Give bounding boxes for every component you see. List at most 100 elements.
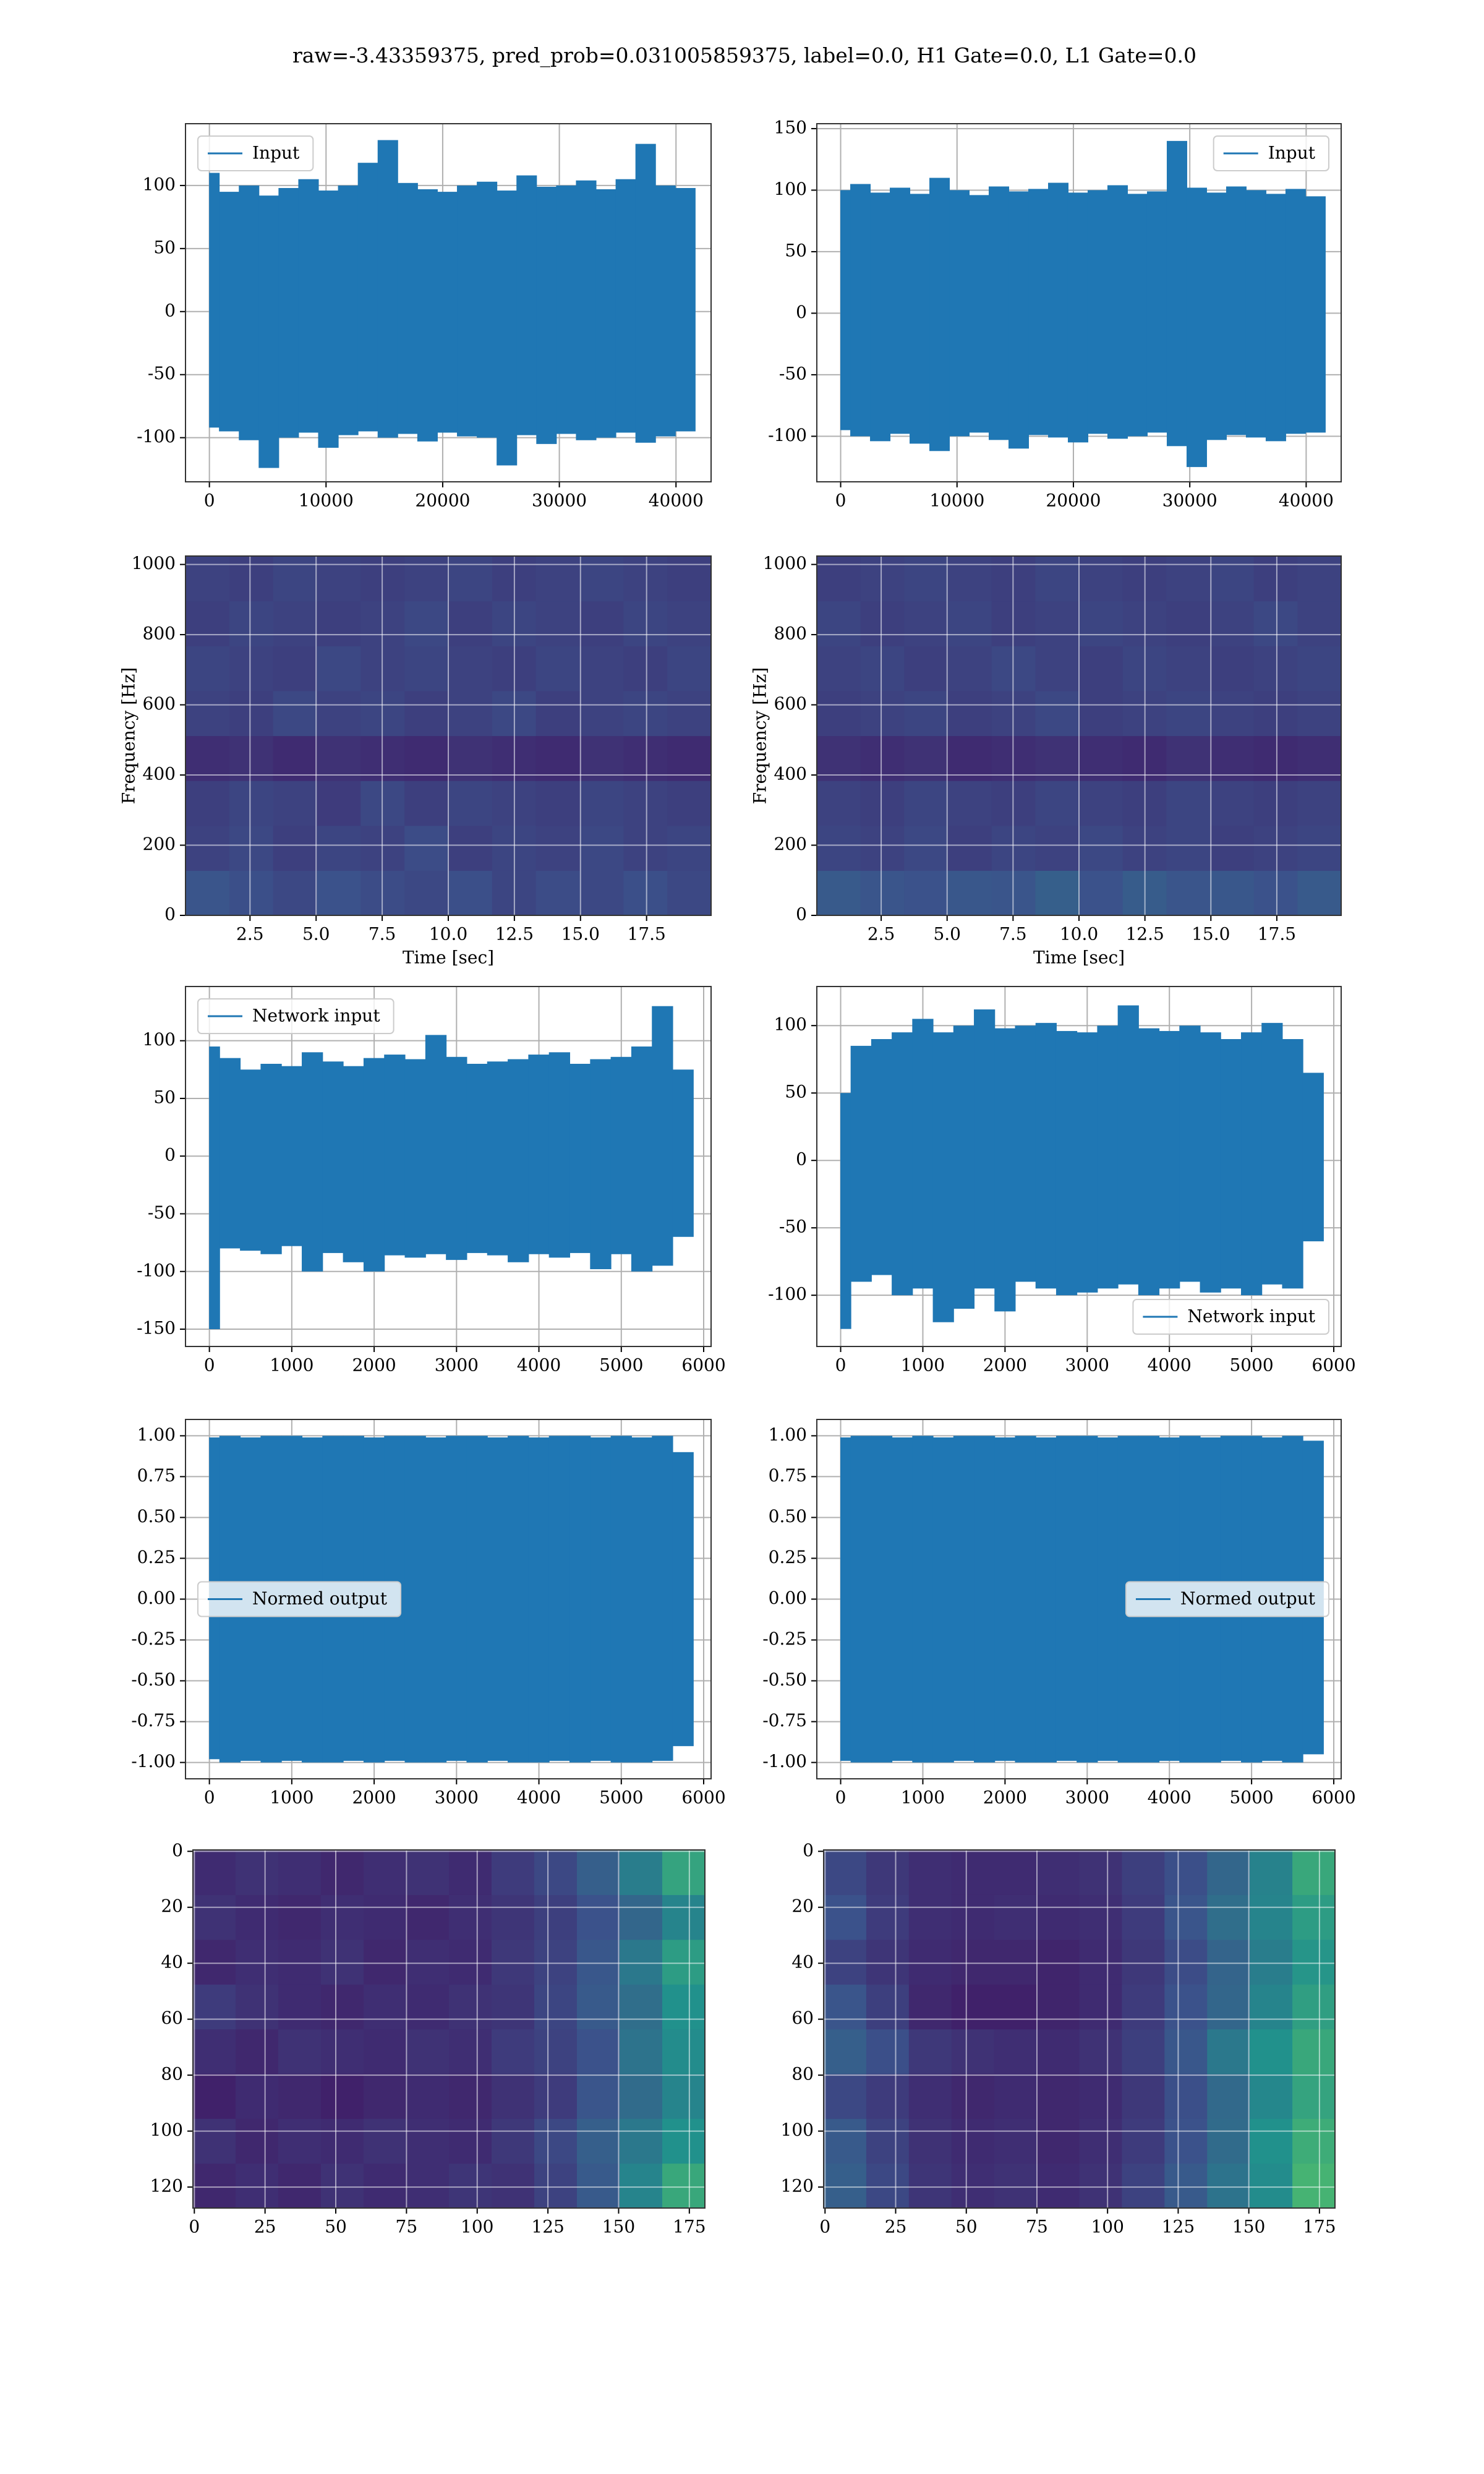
heatmap-cell: [951, 2163, 995, 2208]
heatmap-cell: [321, 2118, 364, 2164]
heatmap-cell: [623, 556, 668, 602]
x-tick-label: 25: [254, 2217, 276, 2237]
heatmap-cell: [492, 2073, 535, 2119]
signal-envelope: [949, 190, 970, 437]
signal-envelope: [929, 178, 950, 452]
heatmap-cell: [317, 735, 361, 781]
y-tick-label: 200: [774, 834, 807, 854]
signal-envelope: [850, 184, 871, 437]
x-tick-label: 0: [835, 490, 846, 511]
signal-envelope: [652, 1006, 673, 1266]
x-tick-label: 100: [461, 2217, 493, 2237]
y-tick-label: 100: [774, 1014, 807, 1035]
heatmap-cell: [1122, 2073, 1165, 2119]
x-tick-label: 0: [204, 1787, 215, 1808]
heatmap-cell: [620, 1894, 663, 1940]
heatmap-cell: [667, 646, 711, 691]
heatmap-cell: [817, 690, 861, 737]
heatmap-cell: [579, 646, 624, 691]
heatmap-cell: [1036, 2073, 1080, 2119]
signal-envelope: [377, 140, 398, 438]
heatmap-cell: [1250, 2029, 1293, 2074]
signal-envelope: [631, 1437, 653, 1763]
heatmap-cell: [662, 2029, 705, 2074]
heatmap-cell: [273, 870, 318, 915]
signal-envelope: [219, 192, 240, 432]
heatmap-cell: [948, 735, 992, 781]
heatmap-cell: [1253, 690, 1298, 737]
x-tick-label: 15.0: [561, 924, 600, 944]
axes-frame: [816, 555, 1342, 916]
signal-envelope: [1179, 1025, 1201, 1282]
heatmap-cell: [817, 735, 861, 781]
heatmap-cell: [667, 690, 711, 737]
heatmap-cell: [667, 556, 711, 602]
subplot: 2.5 5.0 7.5 10.0 12.5 15.0 17.5 0 200 400 600 800 10…: [750, 553, 1342, 968]
signal-envelope: [1009, 191, 1030, 449]
heatmap-cell: [948, 690, 992, 737]
heatmap-cell: [404, 781, 449, 826]
signal-envelope: [1186, 187, 1207, 468]
heatmap-cell: [321, 2029, 364, 2074]
y-tick-label: 0: [164, 300, 176, 320]
x-tick-label: 3000: [1065, 1355, 1109, 1376]
y-tick-label: 1000: [763, 553, 807, 573]
heatmap-cell: [994, 1894, 1038, 1940]
heatmap-cell: [579, 825, 624, 871]
heatmap-cell: [492, 2163, 535, 2208]
legend-box: [197, 1581, 402, 1617]
y-tick-label: 800: [143, 623, 176, 644]
heatmap-cell: [948, 556, 992, 602]
heatmap-cell: [860, 690, 905, 737]
heatmap-cell: [229, 601, 274, 646]
plot-area: [209, 1436, 694, 1763]
signal-envelope: [1241, 1032, 1263, 1296]
heatmap-cell: [236, 1984, 279, 2030]
x-tick-label: 40000: [649, 490, 704, 511]
signal-envelope: [655, 185, 676, 437]
signal-envelope: [1261, 1022, 1283, 1285]
plot-area: [186, 556, 711, 915]
heatmap-cell: [448, 601, 493, 646]
subplot: 0 1000 2000 3000 4000 5000 6000 -1.00 -0.75 -0.50…: [131, 1419, 726, 1808]
heatmap-cell: [404, 556, 449, 602]
x-tick-label: 5000: [599, 1355, 643, 1376]
heatmap-cell: [1166, 825, 1211, 871]
heatmap-cell: [1122, 1939, 1165, 1985]
heatmap-cell: [577, 1939, 620, 1985]
heatmap-cell: [994, 1939, 1038, 1985]
y-tick-label: 600: [774, 693, 807, 714]
x-tick-label: 5.0: [302, 924, 330, 944]
signal-envelope: [1055, 1436, 1078, 1761]
heatmap-cell: [994, 2118, 1038, 2164]
x-tick-label: 2000: [983, 1355, 1027, 1376]
signal-envelope: [516, 175, 537, 435]
heatmap-cell: [824, 2118, 867, 2164]
signal-envelope: [871, 1039, 893, 1275]
y-tick-label: 0.75: [769, 1465, 807, 1486]
y-tick-label: 0.50: [137, 1506, 176, 1526]
x-tick-label: 30000: [532, 490, 587, 511]
y-tick-label: 20: [161, 1896, 183, 1916]
legend: Input: [1213, 135, 1329, 171]
signal-envelope: [994, 1437, 1016, 1761]
signal-envelope: [840, 1093, 851, 1329]
heatmap-cell: [994, 2029, 1038, 2074]
signal-envelope: [240, 1069, 262, 1251]
heatmap-cell: [579, 735, 624, 781]
legend-label: Network input: [1187, 1306, 1315, 1327]
heatmap-cell: [824, 1894, 867, 1940]
x-tick-label: 1000: [901, 1787, 945, 1808]
signal-envelope: [417, 189, 438, 442]
heatmap-cell: [824, 2163, 867, 2208]
y-tick-label: -0.25: [762, 1629, 807, 1649]
y-tick-label: -100: [768, 1284, 807, 1304]
x-tick-label: 25: [885, 2217, 907, 2237]
y-tick-label: 0: [796, 904, 807, 925]
x-tick-label: 150: [1232, 2217, 1265, 2237]
plot-area: [840, 140, 1326, 468]
heatmap-cell: [364, 2118, 407, 2164]
heatmap-cell: [860, 601, 905, 646]
heatmap-cell: [579, 601, 624, 646]
heatmap-cell: [1036, 2118, 1080, 2164]
